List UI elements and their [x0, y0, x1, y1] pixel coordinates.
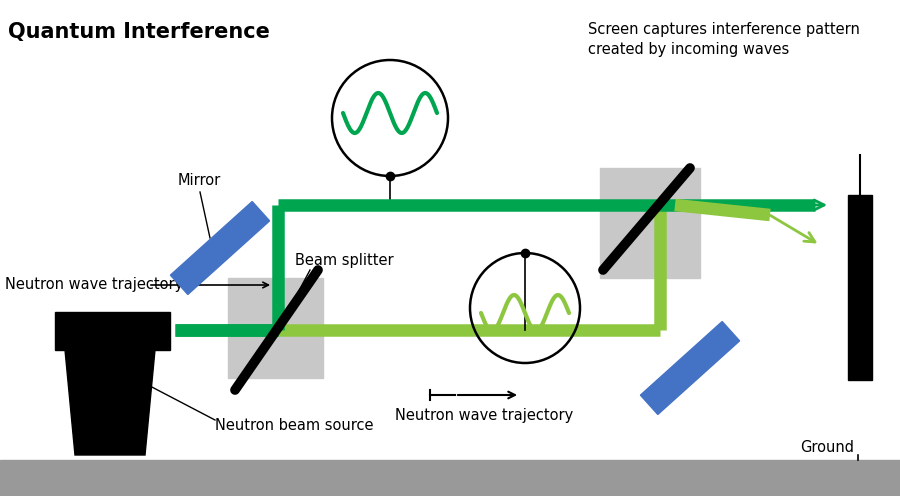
Bar: [848, 195, 872, 380]
Polygon shape: [170, 201, 270, 295]
Bar: [600, 168, 700, 278]
Text: Beam splitter: Beam splitter: [295, 253, 393, 268]
Polygon shape: [65, 350, 155, 455]
Text: Screen captures interference pattern
created by incoming waves: Screen captures interference pattern cre…: [588, 22, 860, 57]
Bar: [55, 312, 170, 350]
Text: Neutron wave trajectory: Neutron wave trajectory: [395, 408, 573, 423]
Text: Mirror: Mirror: [178, 173, 221, 188]
Text: Neutron beam source: Neutron beam source: [215, 418, 374, 433]
Polygon shape: [641, 321, 740, 415]
Text: Neutron wave trajectory: Neutron wave trajectory: [5, 277, 184, 293]
Bar: [228, 278, 323, 378]
Text: Quantum Interference: Quantum Interference: [8, 22, 270, 42]
Text: Ground: Ground: [800, 439, 854, 454]
Bar: [0, 460, 900, 496]
